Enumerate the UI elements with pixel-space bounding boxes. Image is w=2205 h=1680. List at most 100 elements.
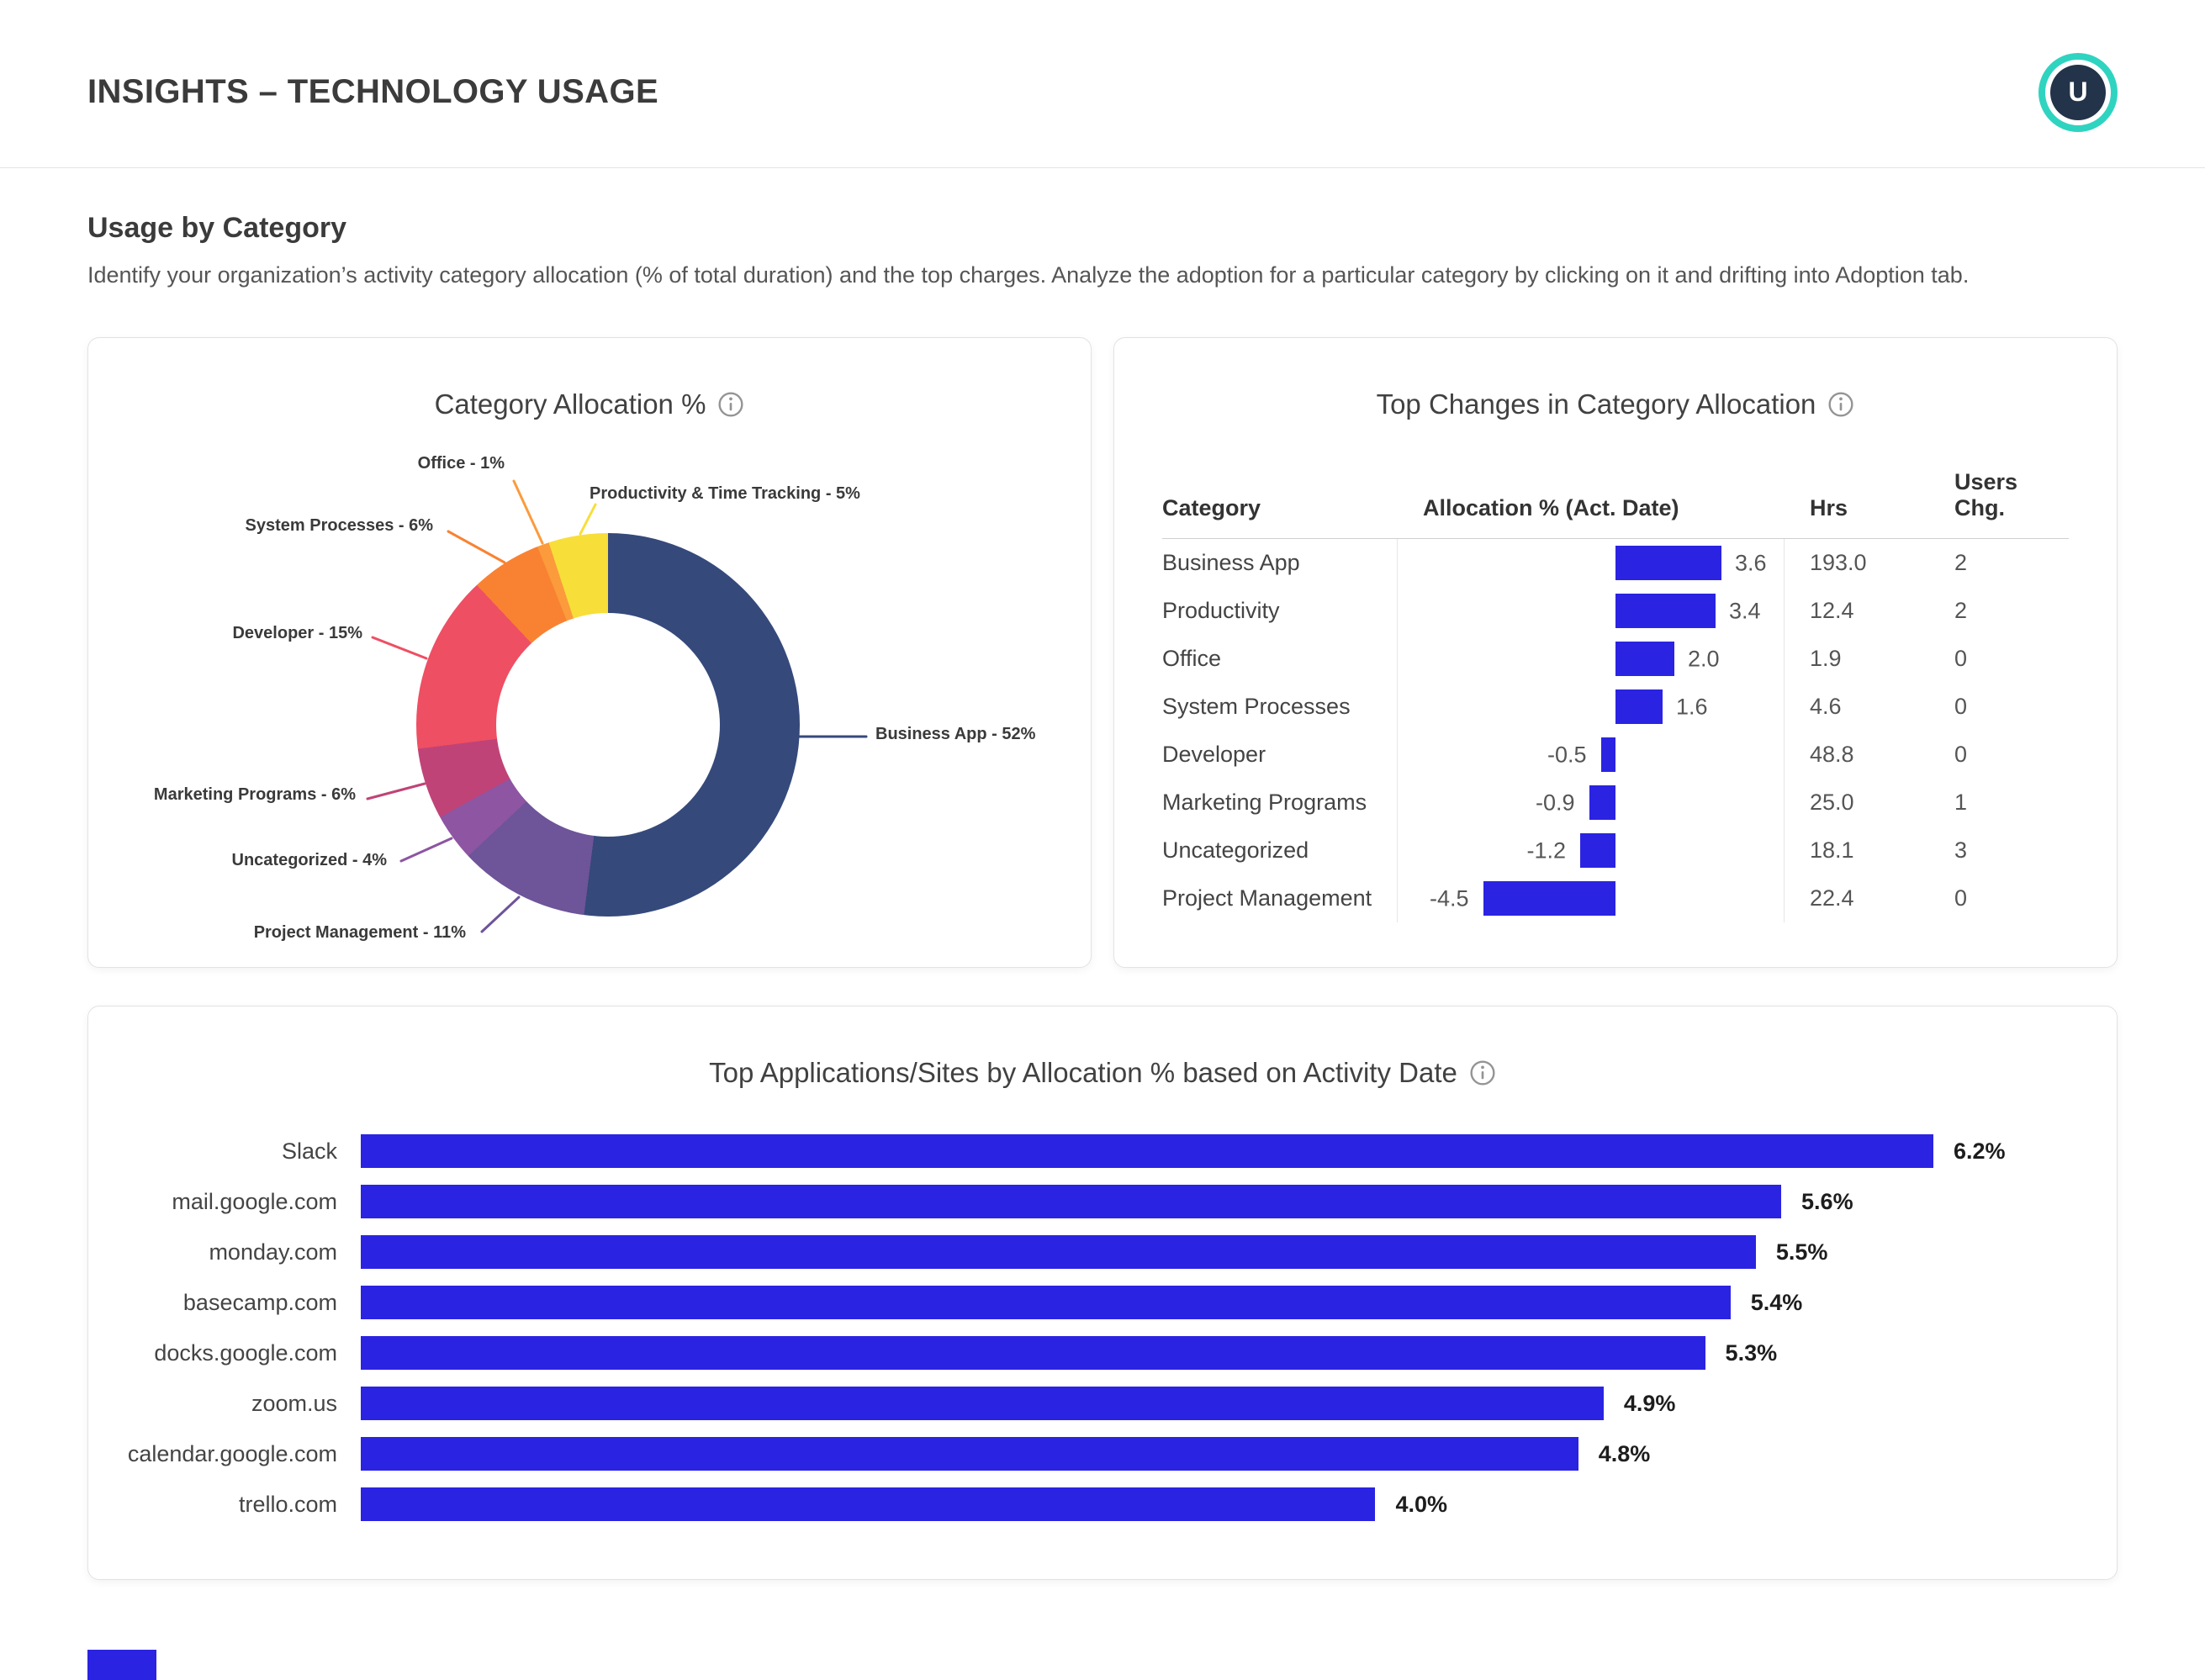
- user-avatar-initial: U: [2050, 64, 2106, 120]
- table-cell-hrs: 193.0: [1810, 550, 1867, 576]
- allocation-change-value: -1.2: [1526, 837, 1566, 864]
- donut-label[interactable]: System Processes - 6%: [245, 516, 433, 536]
- app-allocation-bar[interactable]: [361, 1134, 1933, 1169]
- table-cell-category[interactable]: Developer: [1162, 731, 1398, 779]
- table-cell-category[interactable]: Marketing Programs: [1162, 779, 1398, 827]
- table-cell-category[interactable]: Uncategorized: [1162, 827, 1398, 875]
- page-header: INSIGHTS – TECHNOLOGY USAGE U: [0, 0, 2205, 168]
- app-label: trello.com: [238, 1491, 337, 1517]
- user-avatar[interactable]: U: [2038, 52, 2118, 132]
- section-description: Identify your organization’s activity ca…: [87, 262, 1970, 288]
- allocation-change-bar: [1483, 881, 1615, 917]
- table-cell-hrs: 48.8: [1810, 742, 1854, 768]
- table-cell-hrs: 22.4: [1810, 885, 1854, 911]
- table-cell-allocation: -0.5: [1398, 731, 1785, 779]
- app-allocation-value: 4.0%: [1395, 1491, 1447, 1517]
- allocation-change-bar: [1615, 642, 1674, 677]
- table-cell-category[interactable]: Business App: [1162, 539, 1398, 588]
- top-changes-card: Top Changes in Category Allocation Categ…: [1113, 337, 2118, 969]
- table-row: Marketing Programs -0.9 25.0 1: [1162, 779, 2069, 827]
- table-row: Productivity 3.4 12.4 2: [1162, 587, 2069, 636]
- allocation-change-bar: [1615, 689, 1663, 725]
- table-cell-category[interactable]: Project Management: [1162, 874, 1398, 923]
- app-allocation-value: 5.3%: [1725, 1339, 1778, 1366]
- allocation-change-value: 3.4: [1729, 598, 1761, 624]
- app-label: docks.google.com: [154, 1339, 337, 1366]
- card-title-row: Category Allocation %: [88, 338, 1091, 420]
- column-header-users-chg[interactable]: Users Chg.: [1954, 469, 2018, 521]
- app-allocation-value: 4.9%: [1623, 1390, 1676, 1416]
- app-bar-row: Slack 6.2%: [122, 1134, 2117, 1169]
- table-cell-hrs: 4.6: [1810, 694, 1842, 720]
- allocation-change-table: Category Allocation % (Act. Date) Hrs Us…: [1162, 469, 2069, 923]
- allocation-change-bar: [1615, 546, 1721, 581]
- app-allocation-value: 4.8%: [1598, 1440, 1651, 1466]
- app-allocation-bar[interactable]: [361, 1286, 1731, 1320]
- app-bar-row: trello.com 4.0%: [122, 1487, 2117, 1522]
- app-allocation-bar[interactable]: [361, 1185, 1782, 1219]
- donut-label[interactable]: Office - 1%: [417, 454, 505, 473]
- donut-label[interactable]: Marketing Programs - 6%: [153, 785, 356, 805]
- app-label: basecamp.com: [182, 1289, 337, 1315]
- table-cell-users-chg: 0: [1954, 646, 1968, 672]
- app-bar-row: calendar.google.com 4.8%: [122, 1437, 2117, 1471]
- top-cards-row: Category Allocation % Business App - 52%…: [87, 337, 2118, 969]
- table-cell-category[interactable]: Productivity: [1162, 587, 1398, 636]
- donut-label[interactable]: Developer - 15%: [232, 624, 362, 643]
- app-allocation-bar[interactable]: [361, 1437, 1578, 1471]
- donut-label[interactable]: Uncategorized - 4%: [231, 851, 387, 870]
- donut-label[interactable]: Business App - 52%: [875, 725, 1036, 744]
- allocation-change-value: 3.6: [1735, 550, 1767, 576]
- allocation-change-bar: [1615, 594, 1716, 629]
- allocation-change-value: -4.5: [1429, 885, 1469, 911]
- table-cell-allocation: -0.9: [1398, 779, 1785, 827]
- top-applications-card: Top Applications/Sites by Allocation % b…: [87, 1006, 2118, 1581]
- app-bar-row: docks.google.com 5.3%: [122, 1336, 2117, 1371]
- table-row: System Processes 1.6 4.6 0: [1162, 683, 2069, 732]
- category-donut-chart[interactable]: [416, 533, 800, 917]
- table-cell-users-chg: 2: [1954, 598, 1968, 624]
- category-allocation-card: Category Allocation % Business App - 52%…: [87, 337, 1092, 969]
- column-header-hrs[interactable]: Hrs: [1810, 495, 1848, 521]
- allocation-change-bar: [1580, 833, 1615, 869]
- app-allocation-value: 5.6%: [1801, 1188, 1853, 1214]
- usage-by-category-section: Usage by Category Identify your organiza…: [87, 212, 2118, 290]
- app-label: calendar.google.com: [127, 1440, 337, 1466]
- allocation-table-body: Business App 3.6 193.0 2 Productivity 3.4 12.4…: [1162, 539, 2069, 923]
- table-row: Developer -0.5 48.8 0: [1162, 731, 2069, 779]
- table-cell-category[interactable]: Office: [1162, 635, 1398, 684]
- app-label: zoom.us: [251, 1390, 337, 1416]
- table-header-row: Category Allocation % (Act. Date) Hrs Us…: [1162, 469, 2069, 540]
- app-allocation-bar[interactable]: [361, 1387, 1604, 1421]
- table-cell-allocation: 3.6: [1398, 539, 1785, 588]
- donut-label[interactable]: Productivity & Time Tracking - 5%: [590, 484, 860, 504]
- table-cell-category[interactable]: System Processes: [1162, 683, 1398, 732]
- table-cell-users-chg: 3: [1954, 837, 1968, 864]
- next-section-peek-bar: [87, 1650, 156, 1680]
- donut-chart-area: Business App - 52% Project Management - …: [88, 338, 1091, 967]
- app-label: mail.google.com: [172, 1188, 337, 1214]
- table-cell-hrs: 25.0: [1810, 790, 1854, 816]
- allocation-change-bar: [1589, 785, 1615, 821]
- table-cell-users-chg: 0: [1954, 885, 1968, 911]
- app-bar-row: basecamp.com 5.4%: [122, 1286, 2117, 1320]
- app-allocation-bar[interactable]: [361, 1235, 1756, 1270]
- donut-label[interactable]: Project Management - 11%: [253, 923, 466, 943]
- card-title: Top Changes in Category Allocation: [1376, 388, 1816, 420]
- section-title: Usage by Category: [87, 212, 346, 244]
- info-icon[interactable]: [1827, 391, 1854, 418]
- table-cell-users-chg: 2: [1954, 550, 1968, 576]
- info-icon[interactable]: [1469, 1059, 1496, 1086]
- table-cell-users-chg: 1: [1954, 790, 1968, 816]
- app-allocation-bar[interactable]: [361, 1487, 1376, 1522]
- allocation-change-value: -0.5: [1547, 742, 1587, 768]
- info-icon[interactable]: [717, 391, 744, 418]
- page-title: INSIGHTS – TECHNOLOGY USAGE: [87, 73, 659, 110]
- column-header-category[interactable]: Category: [1162, 495, 1261, 521]
- column-header-allocation[interactable]: Allocation % (Act. Date): [1423, 495, 1679, 521]
- app-allocation-value: 5.5%: [1775, 1239, 1828, 1265]
- app-label: monday.com: [209, 1239, 337, 1265]
- table-cell-users-chg: 0: [1954, 742, 1968, 768]
- app-allocation-value: 6.2%: [1954, 1138, 2006, 1164]
- app-allocation-bar[interactable]: [361, 1336, 1705, 1371]
